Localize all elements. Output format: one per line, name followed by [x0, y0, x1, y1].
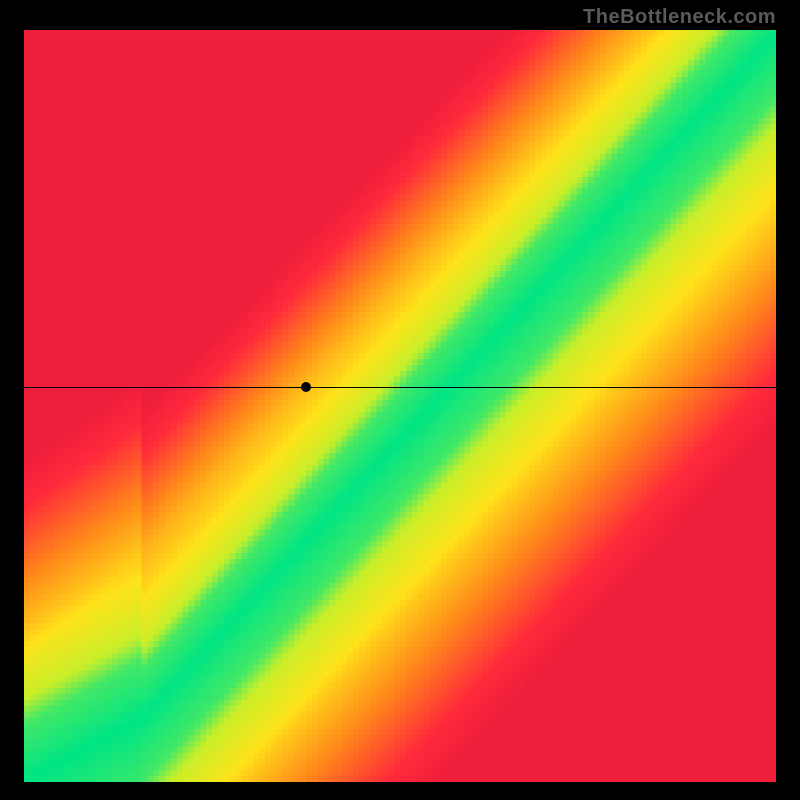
crosshair-vertical-line [306, 782, 307, 800]
heatmap-canvas [24, 30, 776, 782]
watermark-text: TheBottleneck.com [583, 6, 776, 29]
chart-container: TheBottleneck.com [0, 0, 800, 800]
plot-area [24, 30, 776, 782]
marker-dot [301, 382, 311, 392]
crosshair-horizontal-line [24, 387, 776, 388]
